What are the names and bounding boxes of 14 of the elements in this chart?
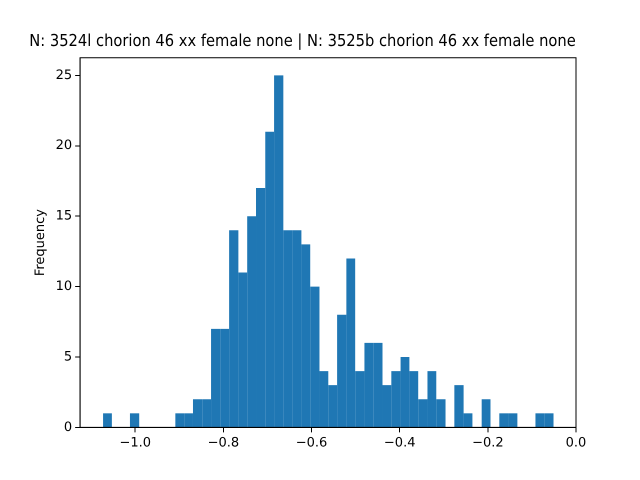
x-tick-label: −1.0 [119,436,152,451]
y-tick-label: 20 [56,138,72,154]
y-tick-label: 0 [64,420,72,435]
y-tick-label: 10 [56,278,72,294]
x-tick-label: −0.6 [296,436,328,451]
y-axis-title: Frequency [33,208,48,276]
x-tick-label: 0.0 [566,436,586,451]
y-tick-label: 15 [56,208,72,224]
y-tick-label: 25 [56,68,72,83]
x-tick-label: −0.2 [472,436,504,451]
x-tick-label: −0.4 [384,436,416,451]
y-tick-label: 5 [64,349,72,364]
x-tick-label: −0.8 [208,436,240,451]
chart-title: N: 3524l chorion 46 xx female none | N: 3525b chorion 46 xx female none [29,31,576,50]
